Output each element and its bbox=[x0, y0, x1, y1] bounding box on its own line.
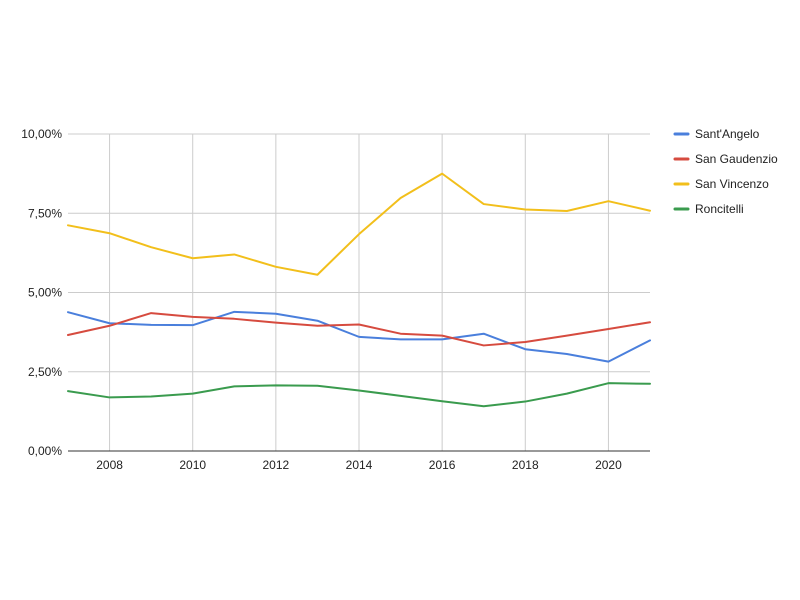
y-tick-label: 7,50% bbox=[28, 206, 62, 220]
series-lines bbox=[67, 172, 651, 408]
x-tick-label: 2014 bbox=[346, 458, 373, 472]
series-line-1 bbox=[67, 312, 651, 347]
x-tick-label: 2010 bbox=[179, 458, 206, 472]
y-tick-label: 0,00% bbox=[28, 444, 62, 458]
axes: 0,00% 2,50% 5,00% 7,50% 10,00% 2008 2010 2012 20… bbox=[21, 127, 650, 472]
y-tick-label: 10,00% bbox=[21, 127, 62, 141]
series-line-3 bbox=[67, 382, 651, 408]
x-tick-label: 2016 bbox=[429, 458, 456, 472]
gridlines bbox=[68, 133, 650, 451]
x-tick-label: 2018 bbox=[512, 458, 539, 472]
x-tick-label: 2012 bbox=[263, 458, 290, 472]
series-line-2 bbox=[67, 172, 651, 276]
x-tick-label: 2008 bbox=[96, 458, 123, 472]
y-tick-label: 2,50% bbox=[28, 365, 62, 379]
x-tick-label: 2020 bbox=[595, 458, 622, 472]
legend-label: San Gaudenzio bbox=[695, 152, 778, 166]
legend-label: Roncitelli bbox=[695, 202, 744, 216]
legend-label: Sant'Angelo bbox=[695, 127, 760, 141]
legend: Sant'Angelo San Gaudenzio San Vincenzo Ronc… bbox=[673, 127, 778, 216]
series-line-0 bbox=[67, 310, 651, 363]
legend-label: San Vincenzo bbox=[695, 177, 769, 191]
y-tick-label: 5,00% bbox=[28, 286, 62, 300]
